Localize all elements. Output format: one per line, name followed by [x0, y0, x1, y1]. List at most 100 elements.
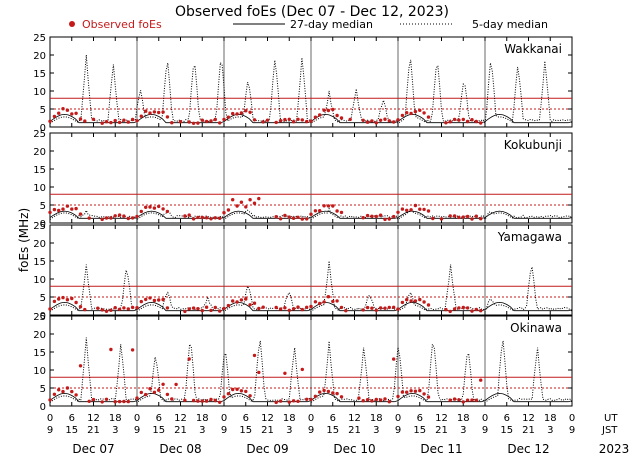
- observed-point: [335, 299, 339, 303]
- observed-point: [296, 215, 300, 219]
- observed-point: [70, 207, 74, 211]
- observed-point: [52, 392, 57, 396]
- observed-point: [57, 208, 61, 213]
- observed-point: [405, 298, 409, 302]
- station-name: Wakkanai: [504, 42, 562, 56]
- observed-point: [278, 307, 283, 311]
- observed-point: [200, 308, 204, 313]
- observed-point: [226, 208, 231, 212]
- observed-point: [104, 120, 109, 124]
- jst-tick-label: 9: [308, 425, 314, 436]
- observed-point: [361, 308, 365, 312]
- observed-point: [405, 390, 409, 394]
- ut-tick-label: 0: [308, 413, 314, 424]
- observed-point: [100, 308, 104, 312]
- observed-point: [139, 299, 143, 304]
- observed-point: [165, 209, 170, 214]
- observed-point: [204, 305, 209, 309]
- y-tick-label: 25: [33, 312, 46, 323]
- observed-point: [218, 309, 222, 313]
- observed-points: [48, 295, 483, 314]
- observed-point: [365, 398, 370, 402]
- observed-point: [222, 395, 226, 399]
- observed-point: [470, 309, 474, 313]
- jst-tick-label: 15: [413, 425, 426, 436]
- jst-axis-label: JST: [601, 425, 618, 436]
- observed-point: [196, 399, 200, 403]
- observed-point: [135, 119, 139, 123]
- observed-point: [291, 399, 296, 403]
- ut-tick-label: 6: [243, 413, 249, 424]
- observed-point: [222, 211, 226, 215]
- observed-point: [387, 119, 391, 123]
- observed-point: [91, 397, 96, 402]
- observed-point: [200, 399, 204, 403]
- observed-point: [235, 204, 239, 208]
- observed-point: [196, 215, 200, 220]
- observed-point: [204, 216, 209, 220]
- observed-point: [130, 117, 135, 122]
- observed-point: [209, 217, 213, 221]
- observed-point: [144, 205, 148, 209]
- observed-point: [113, 118, 117, 123]
- observed-point: [291, 216, 296, 220]
- observed-point: [296, 399, 300, 403]
- observed-point: [183, 214, 187, 218]
- observed-point: [178, 120, 183, 124]
- observed-point: [357, 396, 361, 400]
- observed-point: [426, 209, 431, 213]
- observed-point: [465, 214, 470, 219]
- observed-point: [287, 215, 291, 219]
- observed-point: [126, 307, 130, 311]
- observed-point: [78, 305, 83, 309]
- observed-point: [161, 110, 165, 114]
- y-tick-label: 20: [33, 51, 46, 62]
- observed-point: [152, 390, 157, 394]
- observed-point: [426, 395, 431, 399]
- observed-point: [187, 307, 191, 311]
- y-tick-label: 0: [40, 219, 46, 230]
- ut-tick-label: 18: [283, 413, 296, 424]
- observed-point: [452, 117, 457, 122]
- observed-point: [100, 400, 104, 404]
- observed-point: [191, 121, 196, 126]
- observed-point: [413, 203, 418, 208]
- observed-point: [339, 395, 344, 399]
- observed-point: [291, 120, 296, 124]
- observed-point: [244, 389, 248, 394]
- observed-point: [165, 392, 170, 397]
- observed-point: [74, 300, 78, 305]
- observed-point: [409, 389, 413, 393]
- day-label: Dec 07: [72, 442, 114, 456]
- observed-point: [278, 217, 283, 221]
- observed-point: [61, 107, 65, 111]
- ut-tick-label: 6: [330, 413, 336, 424]
- observed-point: [126, 120, 130, 124]
- ut-tick-label: 6: [69, 413, 75, 424]
- observed-point: [213, 117, 217, 122]
- ut-tick-label: 12: [261, 413, 274, 424]
- observed-point: [78, 117, 83, 121]
- y-tick-label: 25: [33, 129, 46, 140]
- y-tick-label: 5: [40, 293, 46, 304]
- observed-point: [61, 295, 65, 300]
- observed-point: [392, 305, 396, 309]
- observed-point: [130, 216, 135, 220]
- observed-point: [361, 118, 365, 123]
- observed-point: [387, 400, 391, 404]
- observed-point: [287, 308, 291, 312]
- observed-point: [300, 307, 304, 312]
- observed-point: [65, 204, 70, 208]
- observed-point: [135, 306, 139, 310]
- observed-point: [57, 297, 61, 301]
- jst-tick-label: 3: [112, 425, 118, 436]
- observed-points: [48, 196, 483, 222]
- observed-point: [322, 388, 326, 393]
- observed-point: [378, 118, 383, 123]
- ut-tick-label: 12: [174, 413, 187, 424]
- observed-point: [239, 389, 244, 393]
- observed-point: [231, 387, 235, 392]
- observed-point: [392, 214, 396, 219]
- observed-point: [331, 107, 335, 112]
